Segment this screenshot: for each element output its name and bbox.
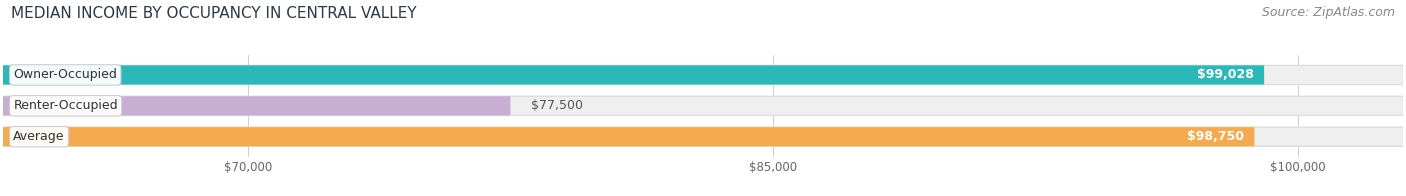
FancyBboxPatch shape <box>3 127 1403 146</box>
Text: $77,500: $77,500 <box>531 99 583 112</box>
FancyBboxPatch shape <box>3 96 1403 115</box>
FancyBboxPatch shape <box>3 65 1264 84</box>
FancyBboxPatch shape <box>3 96 510 115</box>
Text: Owner-Occupied: Owner-Occupied <box>13 68 117 82</box>
FancyBboxPatch shape <box>3 127 1254 146</box>
Text: $98,750: $98,750 <box>1187 130 1244 143</box>
Text: Average: Average <box>13 130 65 143</box>
FancyBboxPatch shape <box>3 65 1403 84</box>
Text: Source: ZipAtlas.com: Source: ZipAtlas.com <box>1261 6 1395 19</box>
Text: MEDIAN INCOME BY OCCUPANCY IN CENTRAL VALLEY: MEDIAN INCOME BY OCCUPANCY IN CENTRAL VA… <box>11 6 416 21</box>
Text: Renter-Occupied: Renter-Occupied <box>13 99 118 112</box>
Text: $99,028: $99,028 <box>1197 68 1254 82</box>
